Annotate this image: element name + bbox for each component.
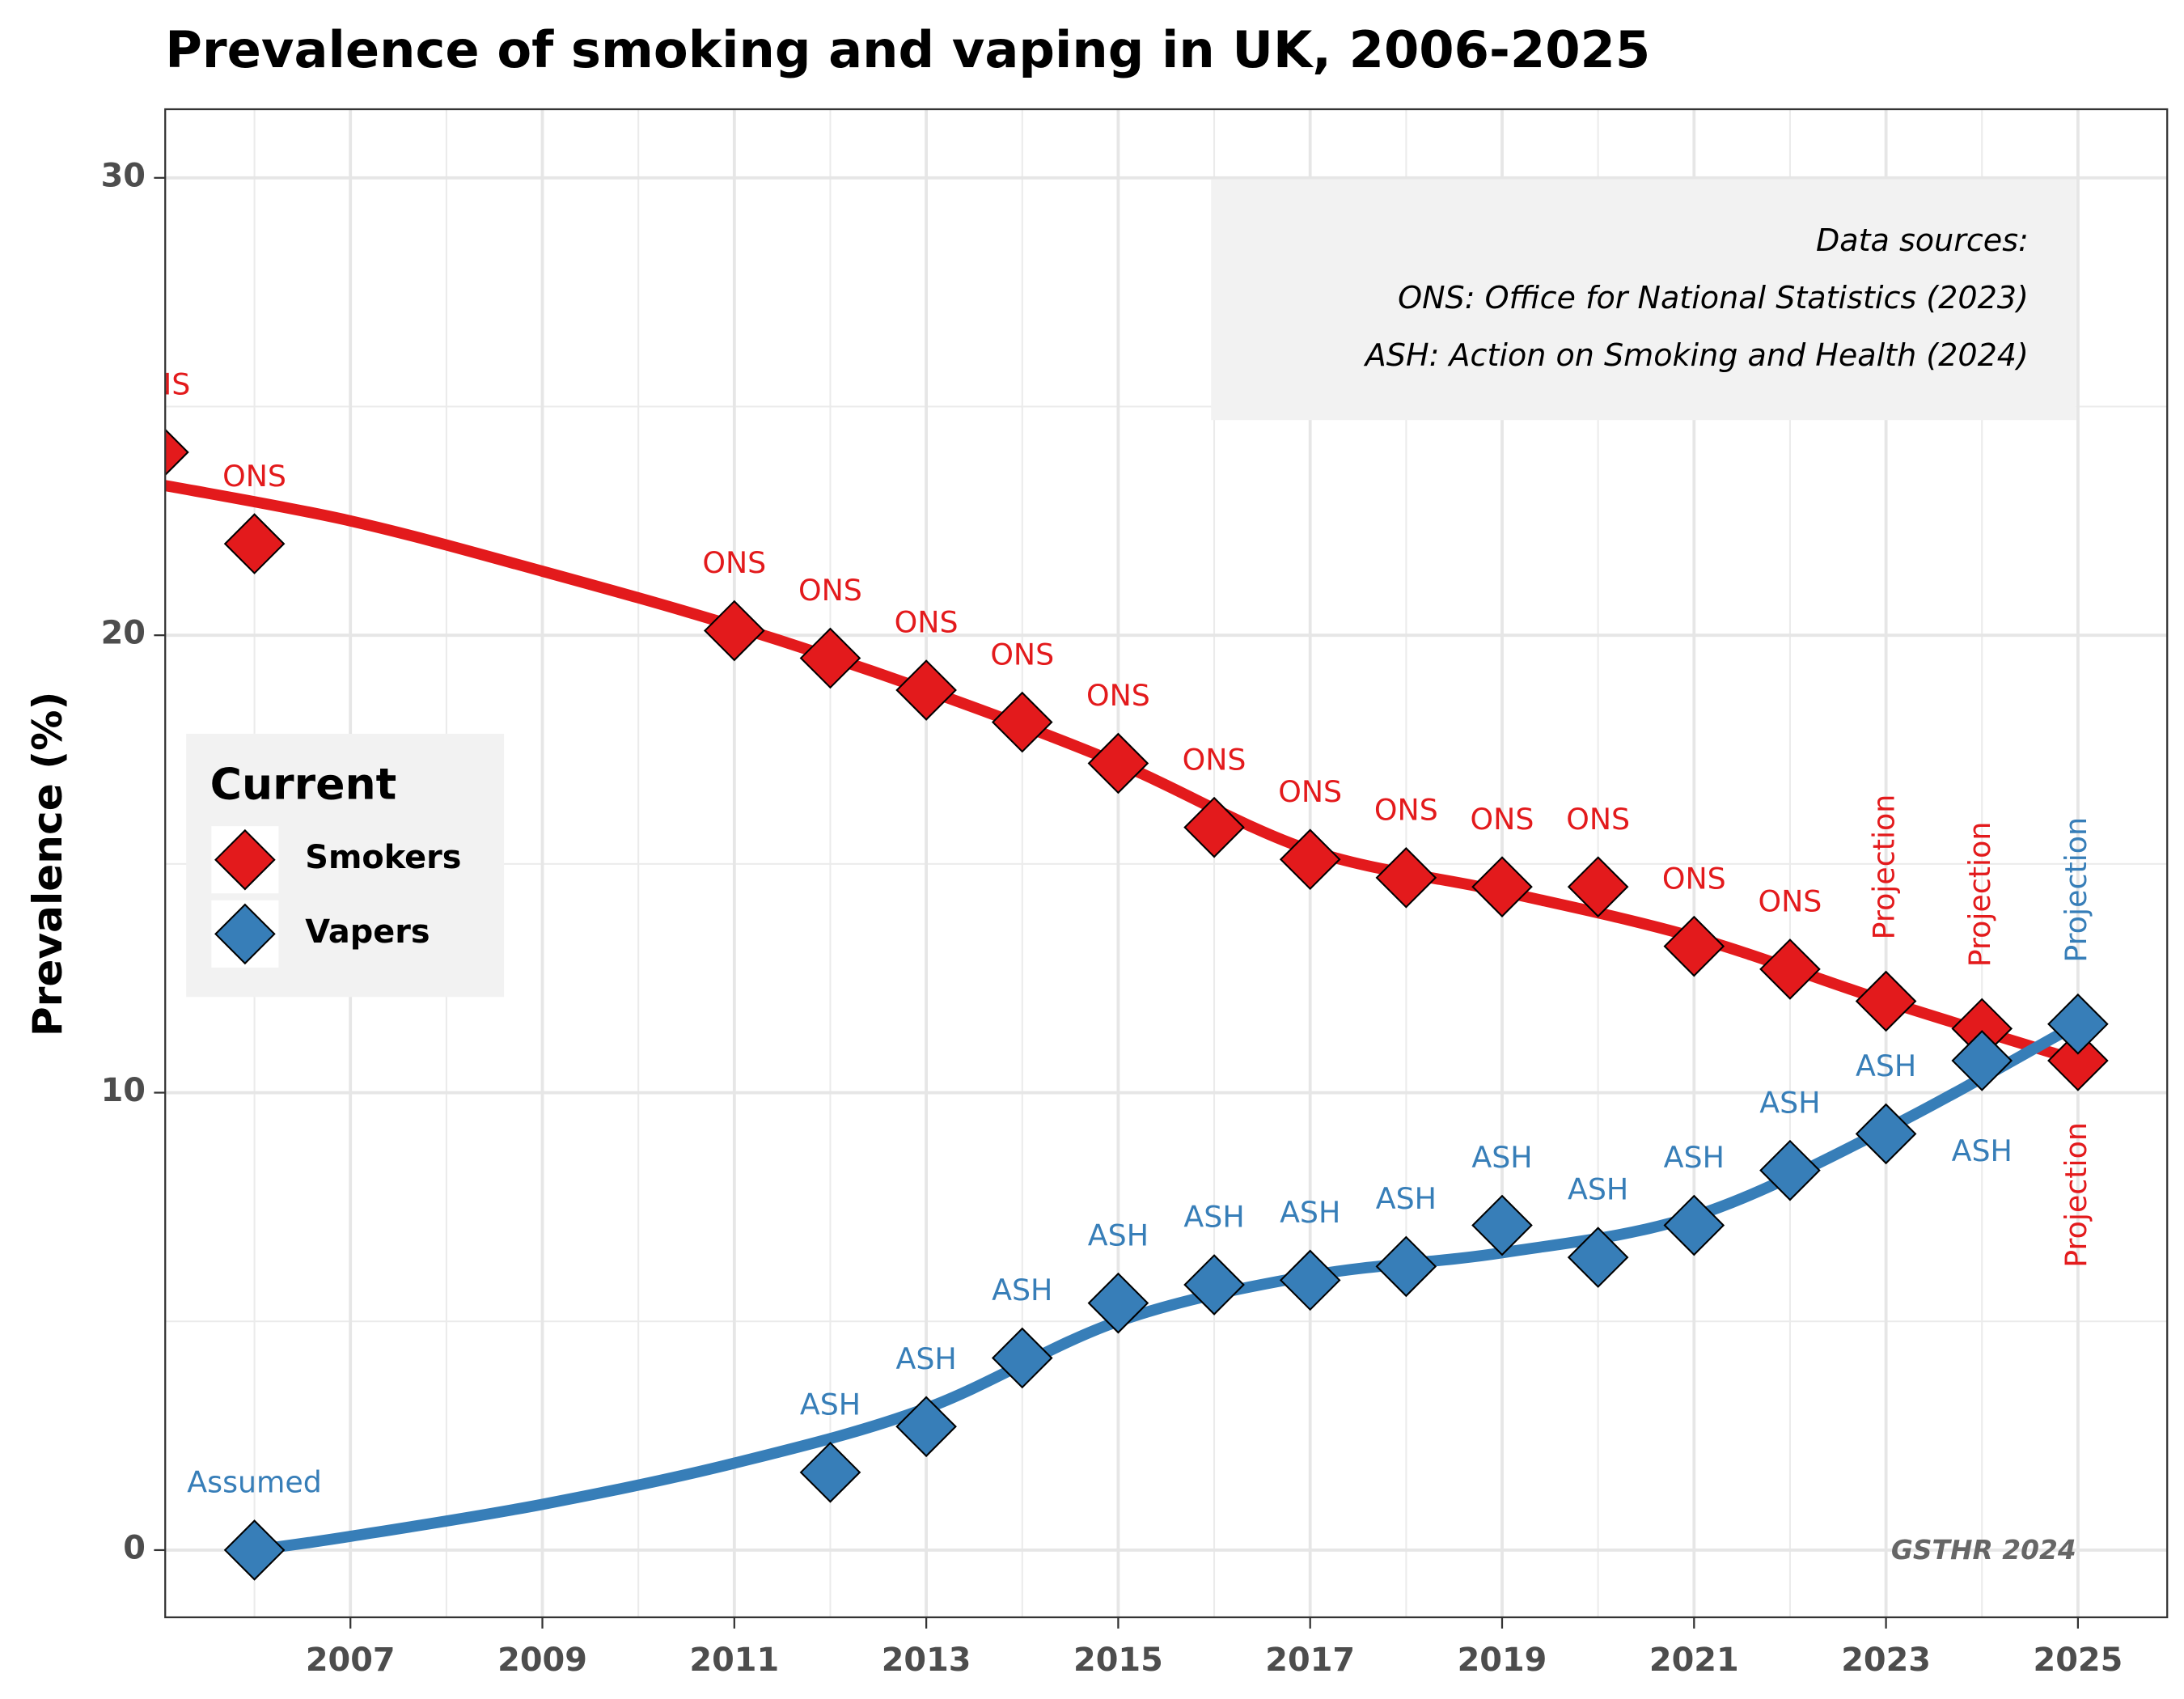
axes: 2007 2009 2011 2013 2015 2017 2019 2021 2023 2025… — [101, 157, 2123, 1679]
data-point — [895, 1396, 957, 1458]
point-label: Projection — [1962, 822, 1997, 968]
x-tick-label: 2015 — [1073, 1642, 1163, 1679]
point-label: ONS — [1278, 774, 1342, 809]
point-label: ONS — [127, 367, 191, 402]
legend-title: Current — [210, 758, 397, 809]
point-label: ASH — [1856, 1049, 1916, 1083]
data-point — [165, 428, 189, 477]
data-point — [1471, 1194, 1533, 1256]
point-label: ASH — [1088, 1218, 1149, 1252]
data-point — [223, 513, 286, 574]
point-label: Assumed — [187, 1465, 322, 1500]
point-label: ONS — [1183, 742, 1246, 777]
x-tick-label: 2007 — [306, 1642, 396, 1679]
y-tick-label: 20 — [101, 615, 146, 652]
annotation-text: ASH: Action on Smoking and Health (2024) — [1363, 337, 2029, 373]
point-label: ASH — [1471, 1140, 1532, 1175]
data-point — [2047, 993, 2109, 1055]
point-label: ONS — [798, 573, 862, 608]
annotation-text: Data sources: — [1816, 222, 2029, 258]
data-point — [703, 600, 765, 662]
data-point — [1567, 1227, 1629, 1288]
data-point — [799, 1442, 861, 1503]
data-point — [1471, 856, 1533, 917]
point-label: Projection — [1867, 794, 1902, 940]
data-point — [1663, 915, 1725, 977]
annotation-text: ONS: Office for National Statistics (202… — [1398, 280, 2029, 316]
data-point — [1663, 1194, 1725, 1256]
plot-border — [164, 108, 2169, 1619]
y-axis-label: Prevalence (%) — [23, 692, 71, 1037]
x-tick-label: 2013 — [882, 1642, 971, 1679]
data-point — [1087, 1272, 1149, 1334]
annotation-box — [1211, 179, 2076, 421]
data-point — [1759, 938, 1821, 1000]
x-tick-label: 2009 — [497, 1642, 587, 1679]
data-point — [1759, 1139, 1821, 1201]
data-point — [895, 659, 957, 721]
legend-key — [214, 903, 276, 965]
x-tick-label: 2019 — [1458, 1642, 1547, 1679]
point-label: ONS — [1374, 792, 1438, 827]
point-label: ASH — [1280, 1195, 1340, 1230]
point-label: ONS — [702, 545, 766, 580]
data-point — [1279, 828, 1341, 891]
point-label: ASH — [1568, 1172, 1628, 1207]
point-label: ASH — [1952, 1133, 2013, 1168]
point-label: ONS — [990, 637, 1054, 672]
data-point — [1855, 1103, 1917, 1165]
plot-area: ONS ONS ONS ONS ONS ONS ONS ONS ONS ONS ONS ONS ONS O… — [127, 367, 2109, 1581]
x-tick-label: 2021 — [1649, 1642, 1739, 1679]
x-tick-label: 2011 — [689, 1642, 779, 1679]
data-point — [1279, 1249, 1341, 1311]
legend: Current Smokers Vapers — [186, 733, 505, 998]
chart-title: Prevalence of smoking and vaping in UK, … — [165, 20, 1650, 79]
point-label: ONS — [1471, 802, 1534, 837]
point-label: ASH — [1664, 1140, 1725, 1175]
point-label: ONS — [1662, 861, 1726, 896]
point-label: ONS — [1086, 678, 1150, 713]
point-label: ASH — [1183, 1200, 1244, 1235]
y-tick-label: 10 — [101, 1072, 146, 1109]
x-tick-label: 2017 — [1265, 1642, 1355, 1679]
x-tick-label: 2025 — [2034, 1642, 2123, 1679]
data-point — [991, 1327, 1053, 1389]
data-point — [1951, 1030, 2013, 1091]
data-point — [1087, 732, 1149, 794]
legend-key — [214, 828, 276, 891]
data-point — [223, 1519, 286, 1581]
legend-label: Smokers — [305, 839, 461, 876]
legend-label: Vapers — [305, 913, 430, 951]
point-label: ASH — [1759, 1085, 1820, 1120]
data-point — [2047, 1030, 2109, 1091]
point-label: ASH — [800, 1387, 861, 1421]
y-tick-label: 30 — [101, 157, 146, 194]
point-label: ASH — [1376, 1181, 1437, 1216]
point-label: ONS — [895, 605, 959, 640]
y-tick-label: 0 — [123, 1529, 146, 1566]
point-label: Projection — [2059, 1122, 2093, 1268]
x-tick-label: 2023 — [1841, 1642, 1931, 1679]
point-label: ONS — [222, 459, 286, 494]
point-label: Projection — [2059, 817, 2093, 963]
data-point — [991, 691, 1053, 753]
watermark: GSTHR 2024 — [1891, 1534, 2076, 1566]
point-label: ONS — [1566, 802, 1630, 837]
data-point — [1375, 1235, 1437, 1298]
data-point — [799, 627, 861, 689]
data-point — [1567, 856, 1629, 917]
point-label: ASH — [992, 1273, 1052, 1307]
data-point — [1183, 796, 1245, 858]
point-label: ONS — [1759, 884, 1822, 919]
point-label: ASH — [895, 1341, 956, 1376]
data-point — [1183, 1254, 1245, 1316]
data-point — [1855, 970, 1917, 1032]
data-point — [1375, 847, 1437, 909]
